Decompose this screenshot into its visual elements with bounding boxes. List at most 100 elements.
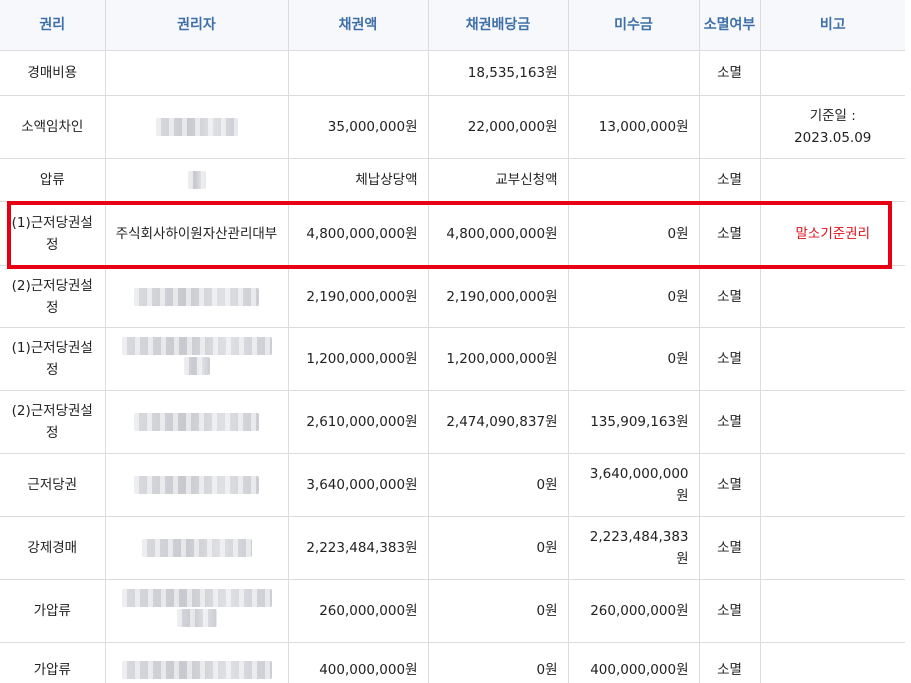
cell-right: (2)근저당권설정 xyxy=(0,390,106,454)
redacted-line xyxy=(183,356,210,375)
cell-right: 압류 xyxy=(0,158,106,202)
cell-holder xyxy=(104,642,289,683)
cell-unpaid: 260,000,000원 xyxy=(567,579,700,643)
header-claim: 채권액 xyxy=(287,0,429,51)
cell-claim: 체납상당액 xyxy=(287,158,429,202)
table-row: 압류 체납상당액 교부신청액 소멸 xyxy=(0,158,905,202)
redacted-line xyxy=(121,336,272,355)
cell-extinction xyxy=(698,95,761,159)
cell-claim: 2,610,000,000원 xyxy=(287,390,429,454)
cell-unpaid: 13,000,000원 xyxy=(567,95,700,159)
table-row: 가압류 400,000,000원 0원 400,000,000원 소멸 xyxy=(0,642,905,683)
cell-holder xyxy=(104,327,289,391)
cell-note-baseline: 말소기준권리 xyxy=(759,201,905,266)
cell-claim: 1,200,000,000원 xyxy=(287,327,429,391)
table-row: 강제경매 2,223,484,383원 0원 2,223,484,383원 소멸 xyxy=(0,516,905,580)
cell-extinction: 소멸 xyxy=(698,158,761,202)
cell-dividend: 교부신청액 xyxy=(427,158,569,202)
cell-note xyxy=(759,158,905,202)
cell-holder xyxy=(104,516,289,580)
cell-note xyxy=(759,327,905,391)
header-note: 비고 xyxy=(759,0,905,51)
cell-note xyxy=(759,50,905,96)
cell-dividend: 1,200,000,000원 xyxy=(427,327,569,391)
cell-note xyxy=(759,265,905,328)
cell-unpaid xyxy=(567,158,700,202)
redacted-holder xyxy=(121,587,272,629)
table-row: 가압류 260,000,000원 0원 260,000,000원 소멸 xyxy=(0,579,905,643)
cell-right: 가압류 xyxy=(0,642,106,683)
cell-unpaid: 2,223,484,383원 xyxy=(567,516,700,580)
cell-holder xyxy=(104,390,289,454)
header-dividend: 채권배당금 xyxy=(427,0,569,51)
redacted-holder xyxy=(155,118,238,136)
cell-dividend: 4,800,000,000원 xyxy=(427,201,569,266)
cell-dividend: 0원 xyxy=(427,579,569,643)
table-row: 근저당권 3,640,000,000원 0원 3,640,000,000원 소멸 xyxy=(0,453,905,517)
cell-right: 소액임차인 xyxy=(0,95,106,159)
cell-holder xyxy=(104,95,289,159)
cell-right: (2)근저당권설정 xyxy=(0,265,106,328)
cell-claim: 3,640,000,000원 xyxy=(287,453,429,517)
redacted-holder xyxy=(121,335,272,377)
cell-right: (1)근저당권설정 xyxy=(0,201,106,266)
header-right: 권리 xyxy=(0,0,106,51)
cell-claim: 260,000,000원 xyxy=(287,579,429,643)
cell-claim xyxy=(287,50,429,96)
cell-dividend: 18,535,163원 xyxy=(427,50,569,96)
cell-claim: 400,000,000원 xyxy=(287,642,429,683)
cell-holder xyxy=(104,453,289,517)
table-row: (1)근저당권설정 1,200,000,000원 1,200,000,000원 … xyxy=(0,327,905,391)
redacted-holder xyxy=(121,660,272,679)
cell-note xyxy=(759,516,905,580)
cell-right: 근저당권 xyxy=(0,453,106,517)
cell-extinction: 소멸 xyxy=(698,390,761,454)
cell-holder xyxy=(104,265,289,328)
cell-extinction: 소멸 xyxy=(698,201,761,266)
cell-claim: 2,190,000,000원 xyxy=(287,265,429,328)
table-row: (2)근저당권설정 2,190,000,000원 2,190,000,000원 … xyxy=(0,265,905,328)
cell-right: 강제경매 xyxy=(0,516,106,580)
cell-right: 경매비용 xyxy=(0,50,106,96)
cell-dividend: 22,000,000원 xyxy=(427,95,569,159)
cell-holder xyxy=(104,579,289,643)
table-row: 경매비용 18,535,163원 소멸 xyxy=(0,50,905,96)
header-holder: 권리자 xyxy=(104,0,289,51)
cell-note xyxy=(759,642,905,683)
redacted-line xyxy=(176,608,217,627)
cell-extinction: 소멸 xyxy=(698,579,761,643)
cell-unpaid: 0원 xyxy=(567,201,700,266)
table-header-row: 권리 권리자 채권액 채권배당금 미수금 소멸여부 비고 xyxy=(0,0,905,51)
redacted-holder xyxy=(134,413,259,431)
cell-unpaid xyxy=(567,50,700,96)
cell-claim: 35,000,000원 xyxy=(287,95,429,159)
cell-note xyxy=(759,579,905,643)
cell-extinction: 소멸 xyxy=(698,265,761,328)
redacted-holder xyxy=(134,287,259,306)
header-extinction: 소멸여부 xyxy=(698,0,761,51)
cell-dividend: 0원 xyxy=(427,642,569,683)
table-row: (2)근저당권설정 2,610,000,000원 2,474,090,837원 … xyxy=(0,390,905,454)
cell-extinction: 소멸 xyxy=(698,327,761,391)
cell-note xyxy=(759,390,905,454)
cell-extinction: 소멸 xyxy=(698,50,761,96)
cell-note: 기준일 : 2023.05.09 xyxy=(759,95,905,159)
cell-unpaid: 3,640,000,000원 xyxy=(567,453,700,517)
cell-unpaid: 0원 xyxy=(567,327,700,391)
cell-note xyxy=(759,453,905,517)
cell-dividend: 2,190,000,000원 xyxy=(427,265,569,328)
cell-holder xyxy=(104,158,289,202)
cell-unpaid: 135,909,163원 xyxy=(567,390,700,454)
table-row-baseline-right: (1)근저당권설정 주식회사하이원자산관리대부 4,800,000,000원 4… xyxy=(0,201,905,266)
cell-holder: 주식회사하이원자산관리대부 xyxy=(104,201,289,266)
cell-extinction: 소멸 xyxy=(698,453,761,517)
cell-unpaid: 400,000,000원 xyxy=(567,642,700,683)
cell-claim: 4,800,000,000원 xyxy=(287,201,429,266)
cell-dividend: 0원 xyxy=(427,453,569,517)
cell-dividend: 2,474,090,837원 xyxy=(427,390,569,454)
redacted-holder xyxy=(187,171,206,189)
table-row: 소액임차인 35,000,000원 22,000,000원 13,000,000… xyxy=(0,95,905,159)
cell-right: 가압류 xyxy=(0,579,106,643)
